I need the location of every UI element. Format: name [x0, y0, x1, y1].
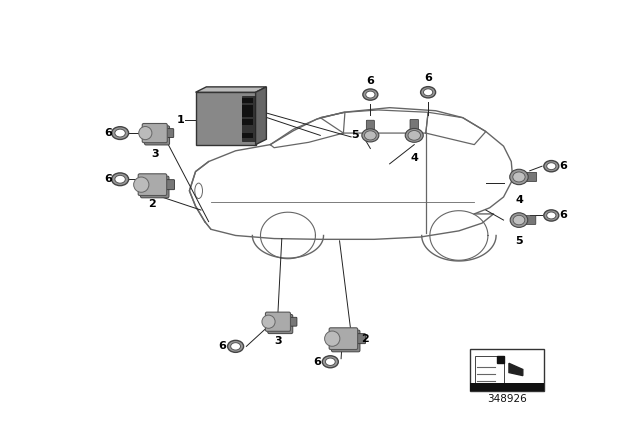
Polygon shape — [196, 87, 266, 92]
FancyBboxPatch shape — [145, 126, 170, 145]
FancyBboxPatch shape — [287, 317, 297, 326]
Ellipse shape — [365, 91, 375, 98]
FancyBboxPatch shape — [268, 314, 292, 334]
Ellipse shape — [424, 89, 433, 96]
Text: 6: 6 — [104, 174, 113, 184]
Ellipse shape — [513, 215, 525, 225]
Text: 6: 6 — [219, 341, 227, 351]
Text: 5: 5 — [515, 236, 523, 246]
Text: 5: 5 — [351, 130, 359, 140]
Text: 2: 2 — [361, 334, 369, 344]
Ellipse shape — [547, 163, 556, 170]
FancyBboxPatch shape — [163, 129, 173, 138]
Ellipse shape — [408, 130, 420, 140]
Text: 1: 1 — [176, 115, 184, 125]
Ellipse shape — [510, 213, 528, 228]
FancyBboxPatch shape — [266, 312, 291, 332]
Ellipse shape — [323, 356, 339, 368]
FancyBboxPatch shape — [142, 124, 167, 142]
Bar — [243, 105, 253, 110]
Ellipse shape — [364, 131, 376, 140]
Text: 6: 6 — [104, 128, 113, 138]
FancyBboxPatch shape — [138, 174, 166, 195]
Bar — [243, 133, 253, 138]
Polygon shape — [497, 356, 504, 363]
FancyBboxPatch shape — [329, 328, 358, 349]
Bar — [243, 112, 253, 117]
Ellipse shape — [363, 89, 378, 100]
Ellipse shape — [115, 129, 125, 137]
Bar — [196, 92, 255, 145]
Bar — [243, 106, 253, 112]
Text: 6: 6 — [559, 211, 567, 220]
FancyBboxPatch shape — [410, 119, 419, 131]
Ellipse shape — [111, 173, 129, 185]
Bar — [242, 96, 255, 141]
Ellipse shape — [362, 129, 379, 142]
Ellipse shape — [111, 127, 129, 139]
Bar — [475, 356, 504, 386]
Ellipse shape — [325, 358, 335, 366]
Ellipse shape — [405, 129, 423, 142]
FancyBboxPatch shape — [524, 215, 536, 224]
Polygon shape — [509, 363, 523, 375]
Ellipse shape — [509, 169, 528, 185]
Ellipse shape — [420, 86, 436, 98]
Ellipse shape — [139, 126, 152, 140]
Text: 6: 6 — [559, 161, 567, 171]
Text: 3: 3 — [151, 149, 159, 159]
FancyBboxPatch shape — [366, 120, 374, 131]
Ellipse shape — [115, 175, 125, 183]
Ellipse shape — [262, 315, 275, 328]
FancyBboxPatch shape — [332, 330, 360, 352]
Text: 2: 2 — [148, 199, 156, 209]
Bar — [470, 383, 543, 391]
Bar — [470, 349, 543, 391]
Ellipse shape — [544, 160, 559, 172]
Text: 348926: 348926 — [487, 394, 527, 404]
Bar — [243, 120, 253, 125]
Ellipse shape — [230, 343, 241, 350]
FancyBboxPatch shape — [354, 334, 365, 344]
FancyBboxPatch shape — [524, 172, 537, 181]
Text: 4: 4 — [515, 195, 523, 205]
Ellipse shape — [547, 212, 556, 219]
Bar — [243, 98, 253, 103]
Ellipse shape — [228, 340, 244, 353]
Ellipse shape — [134, 177, 149, 192]
Ellipse shape — [513, 172, 525, 182]
Text: 6: 6 — [424, 73, 432, 83]
Text: 4: 4 — [410, 154, 418, 164]
Ellipse shape — [544, 210, 559, 221]
Ellipse shape — [324, 331, 340, 346]
Text: 6: 6 — [367, 76, 374, 86]
FancyBboxPatch shape — [141, 176, 169, 198]
Polygon shape — [255, 87, 266, 145]
FancyBboxPatch shape — [163, 180, 175, 190]
Text: 6: 6 — [314, 357, 321, 367]
Text: 3: 3 — [274, 336, 282, 346]
